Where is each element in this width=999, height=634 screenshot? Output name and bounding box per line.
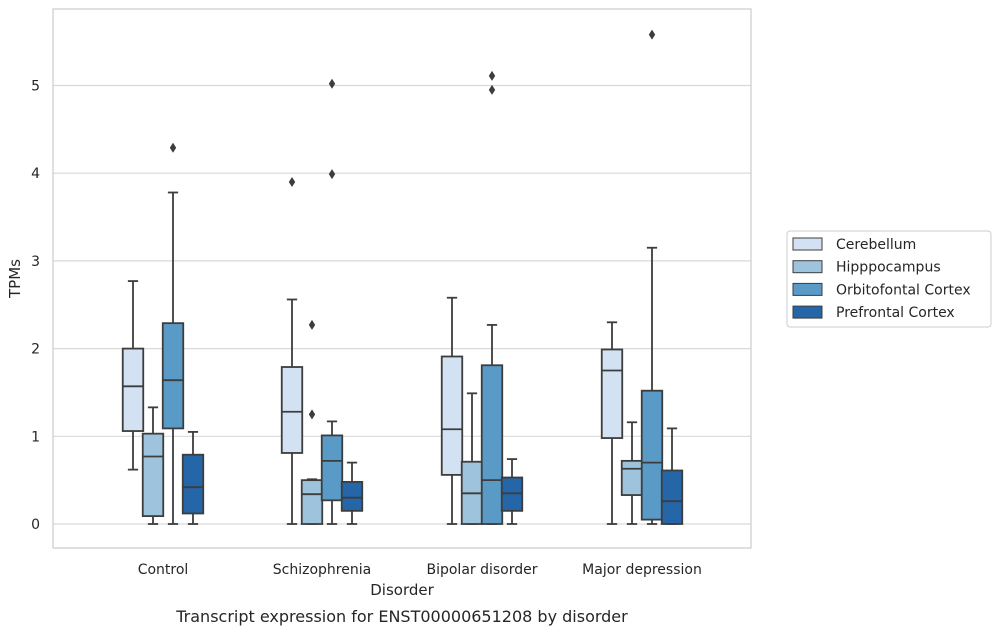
- iqr-box: [300, 479, 324, 525]
- y-tick-label: 4: [31, 166, 40, 182]
- outlier-point: [488, 70, 496, 81]
- box-hipppocampus-control: [141, 406, 165, 525]
- iqr-box: [640, 389, 664, 521]
- legend-label: Orbitofontal Cortex: [836, 282, 971, 298]
- x-tick-label: Control: [138, 562, 189, 578]
- legend-swatch: [792, 282, 823, 296]
- x-tick-label: Major depression: [582, 562, 702, 578]
- legend-label: Prefrontal Cortex: [836, 305, 955, 321]
- box-cerebellum-major-depression: [600, 321, 624, 525]
- legend-swatch: [792, 260, 823, 274]
- box-cerebellum-control: [121, 280, 145, 471]
- y-tick-label: 1: [31, 429, 40, 445]
- box-prefrontal-cortex-bipolar-disorder: [500, 458, 524, 525]
- outlier-point: [308, 409, 316, 420]
- iqr-box: [480, 364, 504, 525]
- boxes: [121, 29, 684, 525]
- y-tick-label: 0: [31, 517, 40, 533]
- box-orbitofontal-cortex-bipolar-disorder: [480, 70, 504, 525]
- plot-area-frame: [52, 8, 752, 549]
- iqr-box: [600, 348, 624, 439]
- outlier-point: [169, 142, 177, 153]
- legend-swatch: [792, 237, 823, 251]
- x-tick-labels: Control Schizophrenia Bipolar disorder Majo…: [138, 562, 702, 578]
- y-tick-labels: 0 1 2 3 4 5: [31, 79, 40, 534]
- outlier-point: [648, 29, 656, 40]
- x-tick-label: Schizophrenia: [273, 562, 371, 578]
- figure-caption: Transcript expression for ENST0000065120…: [175, 607, 628, 626]
- box-hipppocampus-bipolar-disorder: [460, 392, 484, 525]
- legend-swatch: [792, 305, 823, 319]
- outlier-point: [328, 169, 336, 180]
- legend-label: Hipppocampus: [836, 260, 941, 276]
- box-hipppocampus-schizophrenia: [300, 319, 324, 525]
- legend-label: Cerebellum: [836, 237, 916, 253]
- outlier-point: [288, 176, 296, 187]
- iqr-box: [141, 432, 165, 518]
- box-prefrontal-cortex-major-depression: [660, 427, 684, 525]
- iqr-box: [280, 366, 304, 454]
- iqr-box: [161, 322, 185, 430]
- iqr-box: [320, 434, 344, 502]
- box-cerebellum-bipolar-disorder: [440, 296, 464, 525]
- legend: Cerebellum Hipppocampus Orbitofontal Corte…: [786, 230, 992, 328]
- iqr-box: [440, 355, 464, 476]
- iqr-box: [620, 459, 644, 496]
- y-tick-label: 5: [31, 79, 40, 95]
- legend-frame: [786, 230, 992, 328]
- iqr-box: [660, 469, 684, 525]
- iqr-box: [181, 453, 205, 515]
- box-orbitofontal-cortex-control: [161, 142, 185, 525]
- x-axis-title: Disorder: [370, 581, 434, 599]
- outlier-point: [308, 319, 316, 330]
- outlier-point: [488, 84, 496, 95]
- y-tick-label: 3: [31, 254, 40, 270]
- y-axis-title: TPMs: [6, 259, 24, 299]
- iqr-box: [121, 347, 145, 432]
- box-prefrontal-cortex-control: [181, 431, 205, 525]
- box-prefrontal-cortex-schizophrenia: [340, 461, 364, 525]
- box-orbitofontal-cortex-schizophrenia: [320, 78, 344, 525]
- x-tick-label: Bipolar disorder: [426, 562, 537, 578]
- outlier-point: [328, 78, 336, 89]
- iqr-box: [340, 481, 364, 512]
- box-hipppocampus-major-depression: [620, 421, 644, 525]
- box-cerebellum-schizophrenia: [280, 176, 304, 525]
- box-orbitofontal-cortex-major-depression: [640, 29, 664, 525]
- y-tick-label: 2: [31, 342, 40, 358]
